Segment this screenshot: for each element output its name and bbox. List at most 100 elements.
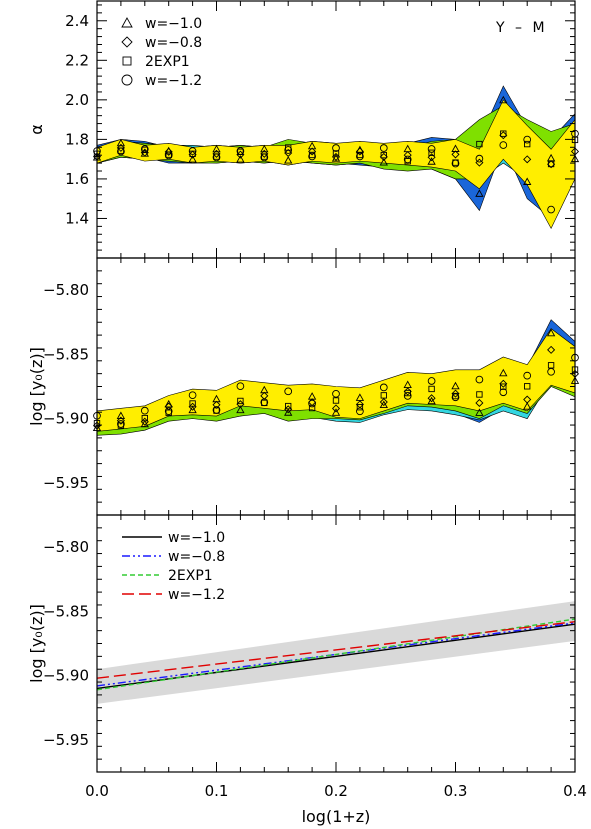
data-point (547, 345, 556, 354)
data-point (524, 383, 531, 390)
y-tick-label: −5.80 (43, 281, 89, 299)
uncertainty-band (97, 601, 575, 704)
y-axis-title: α (27, 124, 46, 135)
data-point (379, 144, 388, 152)
data-point (117, 420, 125, 428)
data-point (356, 404, 364, 411)
data-point (332, 389, 340, 398)
y-tick-label: −5.85 (43, 345, 89, 363)
data-point (547, 367, 555, 376)
data-point (356, 152, 364, 161)
data-point (380, 151, 387, 159)
y-tick-label: 2.2 (65, 51, 89, 69)
data-point (475, 154, 484, 163)
legend-label: w=−1.0 (168, 530, 225, 546)
data-point (212, 149, 221, 158)
data-point (284, 405, 293, 414)
x-tick-label: 0.4 (563, 782, 587, 800)
data-point (523, 402, 532, 410)
data-point (523, 155, 532, 164)
data-point (427, 157, 436, 165)
legend-label: w=−1.2 (145, 73, 202, 89)
panel-annotation: Y – M (495, 20, 548, 36)
data-point (475, 398, 484, 407)
panel-middle-log-y0: −5.95 −5.90 −5.85 −5.80 log [y₀(z)] (27, 257, 580, 516)
data-point (332, 144, 340, 152)
data-point (284, 156, 293, 164)
data-point (523, 177, 532, 185)
data-point (188, 391, 197, 400)
data-point (284, 408, 293, 416)
series-line-3 (96, 620, 576, 679)
data-point (427, 396, 436, 405)
data-point (499, 131, 508, 140)
data-point (164, 147, 173, 156)
data-point (547, 205, 555, 214)
data-point (140, 145, 149, 153)
legend-label: 2EXP1 (168, 568, 213, 584)
y-tick-label: −5.95 (43, 474, 89, 492)
x-axis-title: log(1+z) (302, 807, 371, 826)
data-point (499, 388, 508, 397)
data-point (164, 151, 173, 160)
data-point (499, 141, 508, 149)
legend-marker-circle (121, 74, 133, 86)
data-point (547, 160, 555, 168)
data-point (475, 408, 484, 416)
data-point (189, 150, 196, 157)
data-point (332, 397, 340, 404)
data-point (284, 148, 293, 158)
data-point (451, 381, 460, 390)
data-point (427, 153, 436, 162)
data-point (116, 411, 126, 419)
data-point (379, 383, 388, 392)
data-point (475, 189, 484, 197)
data-point (188, 155, 197, 163)
data-point (524, 140, 531, 148)
x-tick-label: 0.1 (205, 782, 229, 800)
x-tick-label: 0.2 (324, 782, 348, 800)
legend-marker-diamond (121, 36, 133, 48)
data-point (404, 389, 411, 397)
legend-marker-square (122, 56, 132, 66)
data-point (500, 130, 507, 137)
data-point (499, 95, 508, 104)
y-axis-title: log [y₀(z)] (27, 604, 46, 683)
y-tick-label: −5.90 (43, 667, 89, 685)
data-point (547, 160, 556, 169)
data-point (236, 147, 245, 155)
data-point (428, 385, 435, 393)
data-point (308, 404, 316, 412)
data-point (523, 135, 532, 144)
data-point (284, 387, 293, 396)
data-point (452, 392, 459, 400)
y-tick-label: 1.4 (65, 209, 89, 227)
data-point (140, 406, 149, 415)
data-point (403, 155, 412, 164)
x-tick-label: 0.3 (444, 782, 468, 800)
data-point (236, 382, 245, 391)
data-point (427, 145, 436, 153)
data-point (260, 398, 269, 407)
data-point (523, 371, 532, 380)
data-point (379, 398, 388, 407)
data-point (475, 375, 484, 384)
legend-label: w=−0.8 (168, 549, 225, 565)
y-tick-label: −5.85 (43, 602, 89, 620)
y-axis-title: log [y₀(z)] (27, 347, 46, 426)
y-tick-label: 2.0 (65, 91, 89, 109)
data-point (212, 144, 221, 153)
data-point (499, 368, 508, 377)
data-point (427, 394, 436, 403)
data-point (451, 393, 460, 402)
data-point (331, 404, 341, 413)
data-point (308, 399, 316, 408)
data-point (428, 149, 435, 156)
data-point (260, 144, 269, 153)
data-point (212, 406, 221, 414)
legend-label: w=−1.0 (145, 16, 202, 32)
data-point (356, 407, 364, 416)
data-point (308, 147, 317, 156)
y-tick-label: −5.90 (43, 410, 89, 428)
